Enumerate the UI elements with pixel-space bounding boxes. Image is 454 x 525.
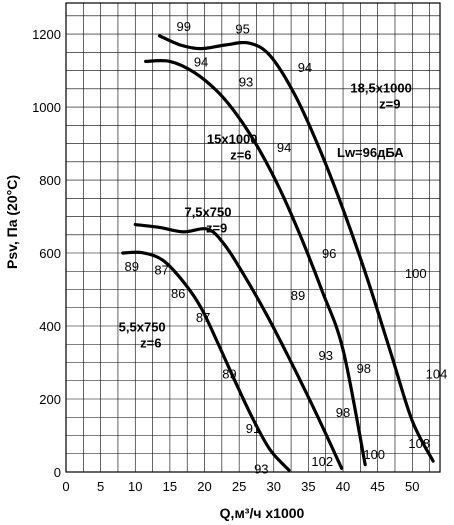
curve-labels: 18,5x1000z=915x1000z=67,5x750z=95,5x750z… [119, 80, 412, 350]
point-label: 104 [426, 366, 448, 381]
y-tick-label: 800 [39, 173, 61, 188]
x-tick-label: 20 [197, 479, 211, 494]
series-curve-2 [144, 58, 367, 467]
curve-name-label: z=6 [230, 148, 251, 163]
curve-name-label: 15x1000 [207, 132, 258, 147]
x-tick-label: 0 [62, 479, 69, 494]
y-tick-label: 400 [39, 319, 61, 334]
point-label: 93 [239, 74, 253, 89]
x-tick-label: 40 [336, 479, 350, 494]
series-curve-3 [157, 34, 435, 463]
point-label: 99 [177, 19, 191, 34]
y-axis-title: Psv, Па (20°С) [4, 175, 20, 269]
grid [66, 3, 440, 472]
point-label: 98 [336, 405, 350, 420]
y-tick-label: 600 [39, 246, 61, 261]
curve-name-label: 18,5x1000 [350, 80, 411, 95]
x-tick-label: 25 [232, 479, 246, 494]
curve-name-label: z=9 [379, 96, 400, 111]
point-label: 89 [291, 288, 305, 303]
point-label: 94 [277, 140, 291, 155]
y-tick-label: 1200 [32, 27, 61, 42]
series-curve-1 [133, 222, 344, 470]
y-tick-label: 0 [54, 465, 61, 480]
point-label: 86 [171, 286, 185, 301]
point-label: 108 [408, 436, 430, 451]
point-label: 91 [246, 421, 260, 436]
y-tick-label: 200 [39, 392, 61, 407]
curve-name-label: 5,5x750 [119, 319, 166, 334]
curve-name-label: z=9 [206, 221, 227, 236]
point-label: 87 [196, 310, 210, 325]
point-label: 102 [311, 454, 333, 469]
x-tick-label: 10 [128, 479, 142, 494]
point-label: 89 [222, 366, 236, 381]
tick-labels: 0 5 10 15 20 25 30 35 40 45 50 0 200 400 600 800 1000 120… [32, 27, 419, 494]
x-tick-label: 5 [97, 479, 104, 494]
x-tick-label: 15 [163, 479, 177, 494]
x-axis-title: Q,м³/ч x1000 [220, 505, 305, 521]
noise-level-annotation: Lw=96дБА [337, 145, 404, 160]
x-tick-label: 50 [405, 479, 419, 494]
point-label: 94 [194, 54, 208, 69]
point-label: 96 [322, 246, 336, 261]
point-label: 98 [357, 361, 371, 376]
x-tick-label: 45 [370, 479, 384, 494]
point-label: 94 [298, 60, 312, 75]
x-tick-label: 30 [267, 479, 281, 494]
point-label: 100 [363, 447, 385, 462]
series-curve-0 [121, 250, 291, 472]
curve-name-label: 7,5x750 [184, 205, 231, 220]
y-tick-label: 1000 [32, 100, 61, 115]
point-label: 93 [254, 461, 268, 476]
point-label: 95 [235, 22, 249, 37]
point-label: 87 [154, 262, 168, 277]
point-label: 93 [318, 348, 332, 363]
point-label: 100 [405, 266, 427, 281]
plot-frame [65, 2, 441, 473]
point-label: 89 [125, 259, 139, 274]
curve-name-label: z=6 [140, 335, 161, 350]
x-tick-label: 35 [301, 479, 315, 494]
